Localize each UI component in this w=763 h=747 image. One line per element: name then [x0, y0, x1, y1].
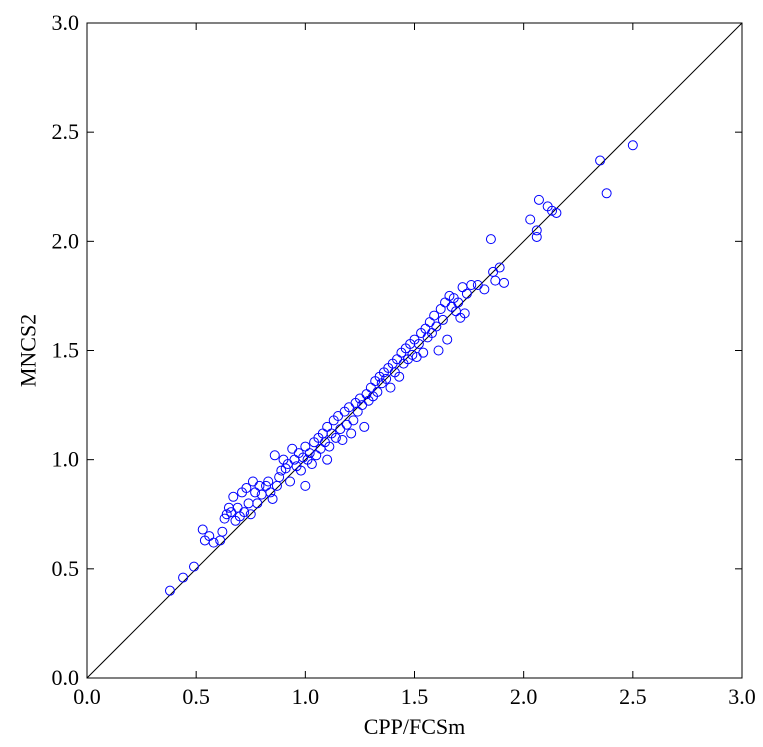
data-point: [429, 310, 440, 321]
data-points: [164, 140, 638, 596]
data-point: [413, 338, 424, 349]
data-point: [435, 304, 446, 315]
data-point: [245, 509, 256, 520]
data-point: [424, 317, 435, 328]
data-point: [348, 415, 359, 426]
data-point: [531, 225, 542, 236]
data-point: [346, 428, 357, 439]
data-point: [352, 406, 363, 417]
data-point: [372, 386, 383, 397]
data-point: [247, 476, 258, 487]
data-point: [341, 419, 352, 430]
y-tick-label: 3.0: [52, 10, 80, 35]
data-point: [197, 524, 208, 535]
x-tick-label: 1.0: [292, 684, 320, 709]
x-axis-label: CPP/FCSm: [364, 714, 466, 739]
data-point: [394, 371, 405, 382]
data-point: [437, 314, 448, 325]
data-point: [285, 476, 296, 487]
data-point: [330, 432, 341, 443]
data-point: [243, 498, 254, 509]
y-tick-label: 1.0: [52, 447, 80, 472]
data-point: [442, 334, 453, 345]
y-axis: 0.0 0.5 1.0 1.5 2.0 2.5 3.0: [52, 10, 742, 690]
data-point: [265, 487, 276, 498]
y-axis-label: MNCS2: [16, 314, 41, 387]
data-point: [287, 443, 298, 454]
data-point: [440, 297, 451, 308]
data-point: [431, 321, 442, 332]
data-point: [300, 480, 311, 491]
data-point: [418, 347, 429, 358]
data-point: [322, 454, 333, 465]
data-point: [306, 459, 317, 470]
data-point: [595, 155, 606, 166]
data-point: [252, 498, 263, 509]
y-tick-label: 0.0: [52, 665, 80, 690]
data-point: [485, 234, 496, 245]
x-tick-label: 0.0: [73, 684, 101, 709]
y-tick-label: 0.5: [52, 556, 80, 581]
data-point: [459, 308, 470, 319]
data-point: [381, 373, 392, 384]
data-point: [324, 441, 335, 452]
data-point: [241, 483, 252, 494]
data-point: [453, 297, 464, 308]
data-point: [457, 282, 468, 293]
data-point: [269, 450, 280, 461]
data-point: [499, 277, 510, 288]
x-tick-label: 0.5: [182, 684, 210, 709]
data-point: [188, 561, 199, 572]
data-point: [208, 537, 219, 548]
data-point: [365, 382, 376, 393]
data-point: [551, 207, 562, 218]
data-point: [274, 472, 285, 483]
data-point: [164, 585, 175, 596]
data-point: [217, 526, 228, 537]
data-point: [267, 493, 278, 504]
data-point: [433, 345, 444, 356]
x-tick-label: 2.0: [510, 684, 538, 709]
data-point: [479, 284, 490, 295]
x-tick-label: 1.5: [401, 684, 429, 709]
data-point: [337, 435, 348, 446]
data-point: [315, 443, 326, 454]
y-tick-label: 2.5: [52, 119, 80, 144]
data-point: [335, 424, 346, 435]
data-point: [531, 231, 542, 242]
y-tick-label: 2.0: [52, 228, 80, 253]
data-point: [601, 188, 612, 199]
data-point: [466, 280, 477, 290]
data-point: [228, 491, 239, 502]
data-point: [300, 441, 311, 452]
x-axis: 0.0 0.5 1.0 1.5 2.0 2.5 3.0: [73, 23, 756, 709]
data-point: [472, 280, 483, 290]
data-point: [178, 572, 189, 583]
data-point: [490, 275, 501, 286]
data-point: [525, 214, 536, 225]
data-point: [359, 421, 370, 432]
data-point: [494, 262, 505, 273]
data-point: [461, 288, 472, 299]
data-point: [385, 382, 396, 393]
x-tick-label: 3.0: [728, 684, 756, 709]
data-point: [232, 502, 243, 513]
data-point: [239, 507, 250, 518]
x-tick-label: 2.5: [619, 684, 647, 709]
data-point: [533, 194, 544, 205]
y-tick-label: 1.5: [52, 338, 80, 363]
data-point: [627, 140, 638, 151]
data-point: [304, 448, 315, 459]
data-point: [271, 480, 282, 491]
data-point: [263, 476, 274, 487]
data-point: [295, 465, 306, 476]
